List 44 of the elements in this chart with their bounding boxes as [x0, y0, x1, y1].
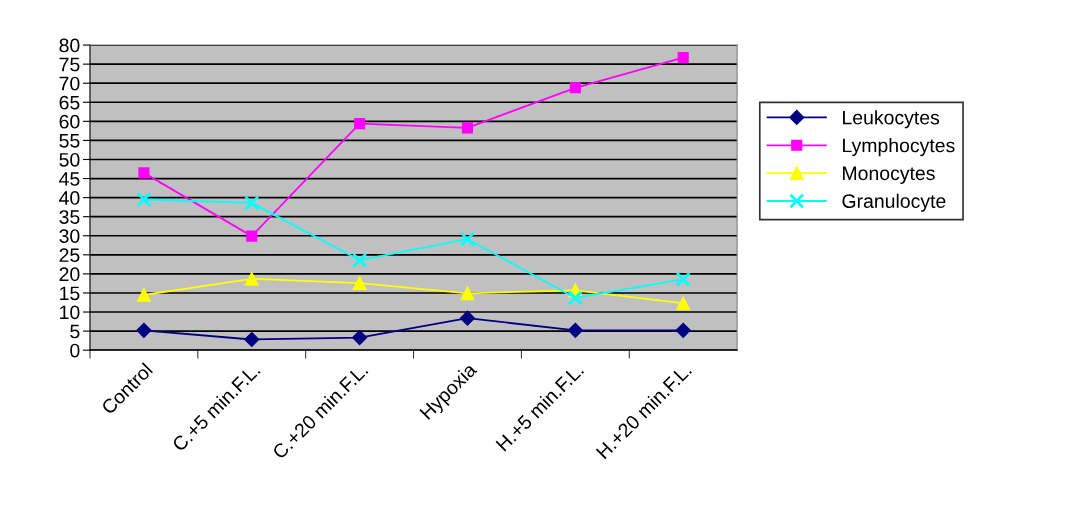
- point: [136, 322, 152, 338]
- y-tick-label: 55: [59, 134, 80, 148]
- legend-label: Monocytes: [843, 166, 935, 184]
- point: [138, 167, 150, 179]
- y-tick-label: 35: [59, 210, 80, 224]
- y-tick-label: 65: [59, 95, 80, 110]
- point: [352, 330, 368, 346]
- point: [675, 271, 691, 287]
- y-tick-label: 5: [70, 324, 80, 339]
- point: [351, 252, 368, 268]
- point: [136, 191, 152, 208]
- point: [567, 322, 583, 338]
- point: [567, 290, 583, 306]
- y-tick-label: 10: [60, 305, 80, 320]
- point: [352, 276, 367, 290]
- y-tick-label: 45: [59, 172, 80, 186]
- legend-label: Lymphocytes: [843, 138, 955, 157]
- y-tick-label: 30: [59, 229, 80, 243]
- point: [461, 122, 474, 134]
- point: [244, 331, 260, 348]
- y-tick-label: 50: [59, 152, 80, 167]
- point: [675, 322, 691, 338]
- point: [459, 310, 476, 326]
- point: [676, 296, 691, 311]
- y-tick-label: 20: [59, 267, 80, 282]
- point: [677, 52, 689, 64]
- point: [569, 82, 581, 94]
- point: [459, 231, 476, 247]
- point: [244, 271, 259, 286]
- point: [244, 195, 260, 211]
- point: [246, 230, 258, 242]
- y-tick-label: 80: [59, 38, 80, 53]
- y-tick-label: 0: [70, 343, 80, 358]
- point: [354, 118, 366, 130]
- y-tick-label: 70: [59, 76, 80, 91]
- y-tick-label: 40: [59, 191, 80, 205]
- point: [460, 286, 475, 301]
- legend-label: Granulocyte: [842, 193, 946, 212]
- y-tick-label: 25: [59, 248, 80, 263]
- legend-label: Leukocytes: [843, 110, 940, 129]
- y-tick-label: 60: [59, 114, 80, 129]
- point: [136, 287, 151, 302]
- y-tick-label: 15: [60, 286, 80, 301]
- y-tick-label: 75: [59, 57, 80, 72]
